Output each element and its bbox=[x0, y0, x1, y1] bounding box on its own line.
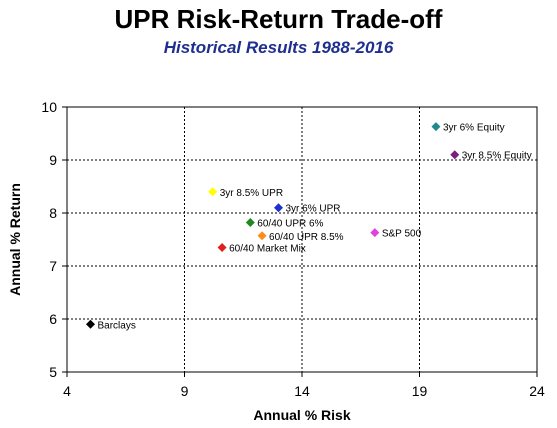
axis-ticks: 4 9 14 19 24 5 6 7 8 9 10 bbox=[41, 99, 545, 399]
grid-lines bbox=[67, 107, 537, 372]
x-tick-label: 19 bbox=[412, 383, 428, 399]
data-point-label: 60/40 UPR 6% bbox=[257, 219, 323, 230]
y-tick-label: 8 bbox=[49, 205, 57, 221]
chart-subtitle: Historical Results 1988-2016 bbox=[163, 38, 394, 57]
chart-title: UPR Risk-Return Trade-off bbox=[114, 4, 443, 34]
y-tick-label: 10 bbox=[41, 99, 57, 115]
data-point bbox=[370, 228, 380, 238]
data-point-label: S&P 500 bbox=[382, 229, 422, 240]
data-point bbox=[431, 122, 441, 132]
data-point bbox=[217, 242, 227, 252]
y-tick-label: 6 bbox=[49, 311, 57, 327]
data-point bbox=[274, 203, 283, 213]
data-point-label: 60/40 Market Mix bbox=[229, 243, 306, 254]
x-axis-title: Annual % Risk bbox=[253, 407, 350, 423]
x-tick-label: 24 bbox=[529, 383, 545, 399]
data-point-label: 60/40 UPR 8.5% bbox=[269, 232, 344, 243]
data-point-label: 3yr 6% Equity bbox=[443, 123, 505, 134]
data-point bbox=[208, 187, 218, 197]
x-tick-label: 14 bbox=[294, 383, 310, 399]
data-point-label: 3yr 8.5% UPR bbox=[220, 188, 283, 199]
data-point-label: Barclays bbox=[98, 320, 136, 331]
y-tick-label: 9 bbox=[49, 152, 57, 168]
y-tick-label: 7 bbox=[49, 258, 57, 274]
y-axis-title: Annual % Return bbox=[7, 183, 23, 296]
data-point bbox=[245, 218, 255, 228]
data-point-label: 3yr 8.5% Equity bbox=[462, 151, 532, 162]
data-point bbox=[450, 150, 460, 160]
data-point bbox=[86, 319, 95, 329]
data-point bbox=[257, 231, 267, 241]
y-tick-label: 5 bbox=[49, 364, 57, 380]
x-tick-label: 9 bbox=[181, 383, 189, 399]
x-tick-label: 4 bbox=[63, 383, 71, 399]
data-points: 3yr 6% Equity 3yr 8.5% Equity 3yr 8.5% UPR… bbox=[86, 122, 532, 331]
data-point-label: 3yr 6% UPR bbox=[286, 204, 341, 215]
